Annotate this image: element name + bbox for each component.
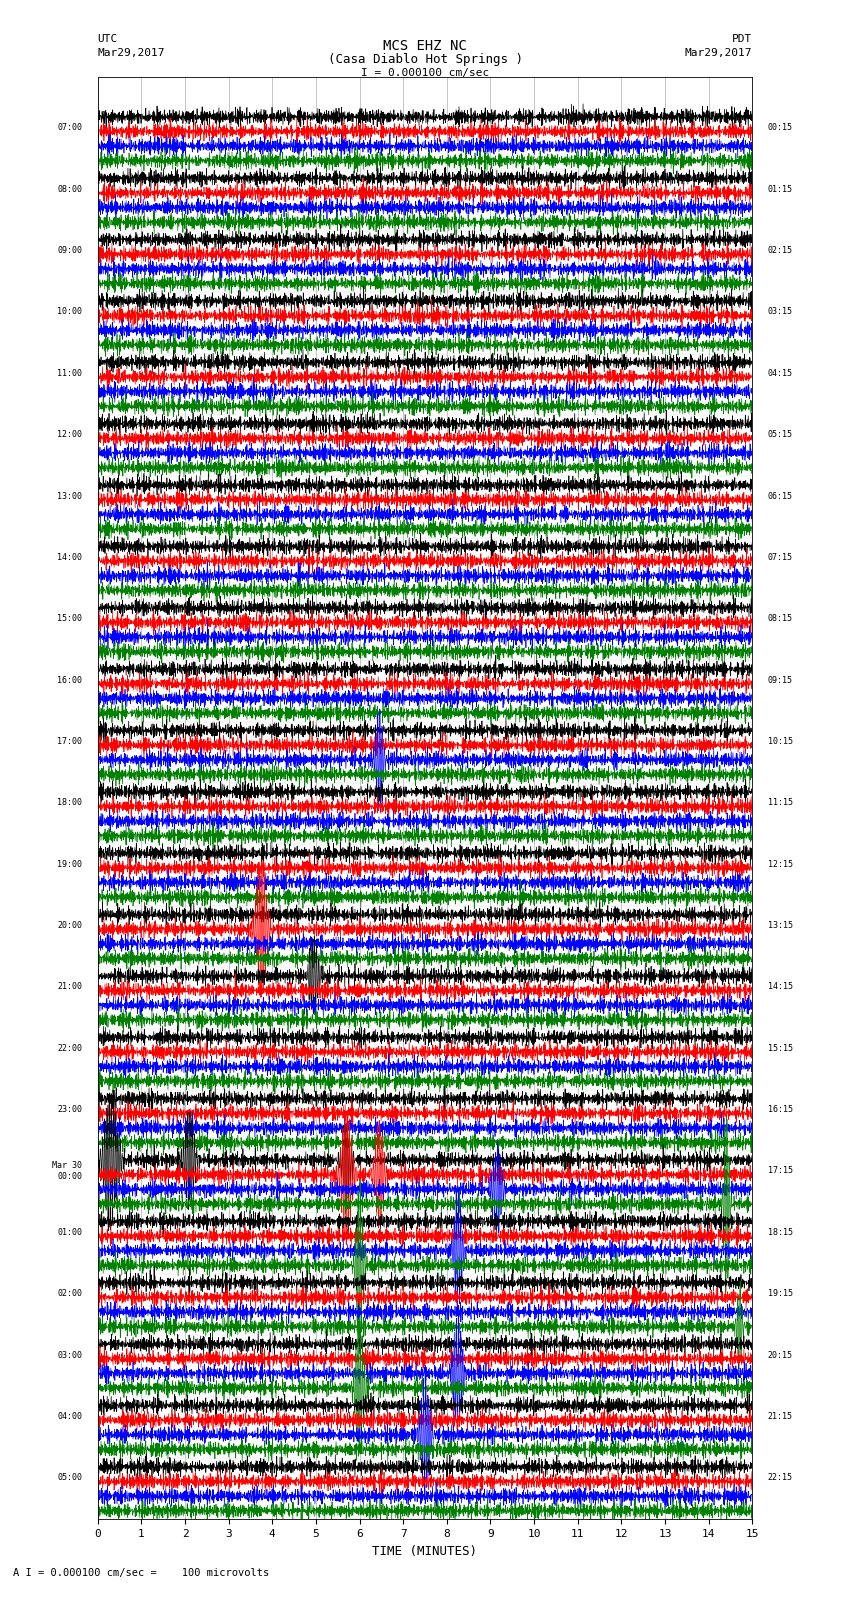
Text: (Casa Diablo Hot Springs ): (Casa Diablo Hot Springs ) <box>327 53 523 66</box>
Text: 23:00: 23:00 <box>58 1105 82 1115</box>
Text: 00:15: 00:15 <box>768 123 792 132</box>
Text: 20:15: 20:15 <box>768 1350 792 1360</box>
Text: PDT: PDT <box>732 34 752 44</box>
Text: 17:15: 17:15 <box>768 1166 792 1176</box>
Text: 02:15: 02:15 <box>768 247 792 255</box>
Text: 17:00: 17:00 <box>58 737 82 745</box>
Text: 09:15: 09:15 <box>768 676 792 684</box>
Text: 05:15: 05:15 <box>768 431 792 439</box>
Text: 10:00: 10:00 <box>58 308 82 316</box>
Text: 01:15: 01:15 <box>768 185 792 194</box>
Text: 05:00: 05:00 <box>58 1473 82 1482</box>
Text: 02:00: 02:00 <box>58 1289 82 1298</box>
Text: 11:00: 11:00 <box>58 369 82 377</box>
Text: 13:00: 13:00 <box>58 492 82 500</box>
Text: 10:15: 10:15 <box>768 737 792 745</box>
Text: 14:15: 14:15 <box>768 982 792 992</box>
Text: A I = 0.000100 cm/sec =    100 microvolts: A I = 0.000100 cm/sec = 100 microvolts <box>13 1568 269 1578</box>
Text: Mar29,2017: Mar29,2017 <box>685 48 752 58</box>
Text: 22:00: 22:00 <box>58 1044 82 1053</box>
Text: I = 0.000100 cm/sec: I = 0.000100 cm/sec <box>361 68 489 77</box>
Text: 19:15: 19:15 <box>768 1289 792 1298</box>
Text: 13:15: 13:15 <box>768 921 792 931</box>
Text: 04:00: 04:00 <box>58 1411 82 1421</box>
Text: 08:15: 08:15 <box>768 615 792 623</box>
Text: 20:00: 20:00 <box>58 921 82 931</box>
Text: 14:00: 14:00 <box>58 553 82 561</box>
Text: 15:15: 15:15 <box>768 1044 792 1053</box>
Text: Mar 30
00:00: Mar 30 00:00 <box>53 1161 82 1181</box>
Text: 12:00: 12:00 <box>58 431 82 439</box>
Text: 08:00: 08:00 <box>58 185 82 194</box>
Text: UTC: UTC <box>98 34 118 44</box>
Text: 22:15: 22:15 <box>768 1473 792 1482</box>
Text: 21:00: 21:00 <box>58 982 82 992</box>
Text: 12:15: 12:15 <box>768 860 792 869</box>
X-axis label: TIME (MINUTES): TIME (MINUTES) <box>372 1545 478 1558</box>
Text: 07:15: 07:15 <box>768 553 792 561</box>
Text: 01:00: 01:00 <box>58 1227 82 1237</box>
Text: 21:15: 21:15 <box>768 1411 792 1421</box>
Text: 07:00: 07:00 <box>58 123 82 132</box>
Text: 16:00: 16:00 <box>58 676 82 684</box>
Text: 16:15: 16:15 <box>768 1105 792 1115</box>
Text: 18:00: 18:00 <box>58 798 82 808</box>
Text: 04:15: 04:15 <box>768 369 792 377</box>
Text: 11:15: 11:15 <box>768 798 792 808</box>
Text: 18:15: 18:15 <box>768 1227 792 1237</box>
Text: 03:00: 03:00 <box>58 1350 82 1360</box>
Text: 09:00: 09:00 <box>58 247 82 255</box>
Text: MCS EHZ NC: MCS EHZ NC <box>383 39 467 53</box>
Text: 19:00: 19:00 <box>58 860 82 869</box>
Text: Mar29,2017: Mar29,2017 <box>98 48 165 58</box>
Text: 15:00: 15:00 <box>58 615 82 623</box>
Text: 03:15: 03:15 <box>768 308 792 316</box>
Text: 06:15: 06:15 <box>768 492 792 500</box>
